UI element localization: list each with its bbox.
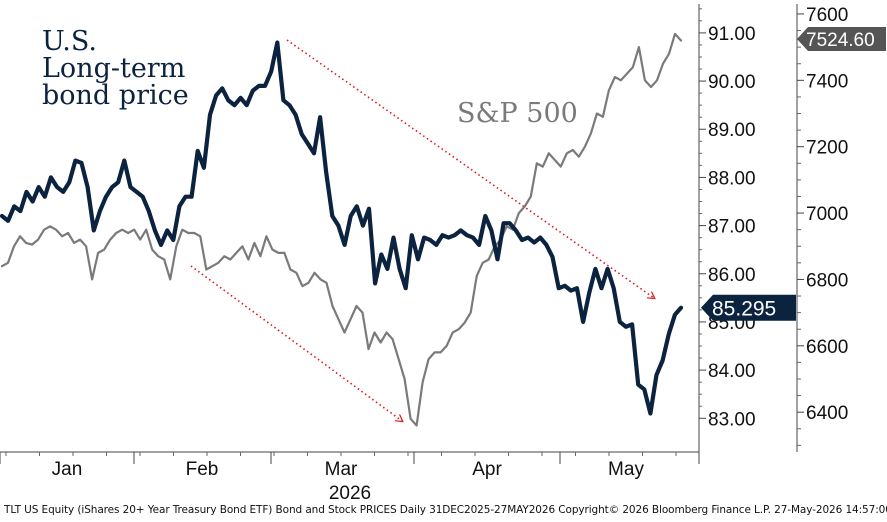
sp-axis-tick-label: 7000 [806, 204, 848, 225]
sp-axis-tick-label: 7200 [806, 138, 848, 159]
bond-axis-tick-label: 90.00 [708, 72, 756, 93]
bond-last-value: 85.295 [712, 298, 776, 321]
series-layer [0, 32, 684, 427]
x-tick-label: May [608, 459, 644, 480]
x-tick-label: Mar [325, 459, 358, 480]
x-tick-label: Apr [472, 459, 502, 480]
bond-trend-arrow [286, 39, 654, 298]
sp-axis-tick-label: 6600 [806, 337, 848, 358]
trend-arrows [190, 39, 654, 421]
bond-axis-tick-label: 88.00 [708, 168, 756, 189]
axes-layer: 83.0084.0085.0086.0087.0088.0089.0090.00… [0, 4, 848, 504]
x-tick-label: Feb [186, 459, 219, 480]
x-tick-label: Jan [52, 459, 83, 480]
bond-series-label: Long-term [42, 53, 185, 84]
bond-axis-tick-label: 87.00 [708, 217, 756, 238]
sp500-line [0, 32, 683, 427]
sp500-trend-arrow [190, 265, 402, 421]
source-footer: TLT US Equity (iShares 20+ Year Treasury… [4, 504, 887, 516]
bond-axis-tick-label: 91.00 [708, 24, 756, 45]
sp500-last-value: 7524.60 [806, 30, 875, 51]
sp-axis-tick-label: 7600 [806, 5, 848, 26]
bond-axis-tick-label: 86.00 [708, 265, 756, 286]
bond-series-label: U.S. [42, 26, 97, 57]
bond-axis-tick-label: 83.00 [708, 409, 756, 430]
bond-series-label: bond price [42, 80, 189, 111]
sp-axis-tick-label: 6800 [806, 270, 848, 291]
sp-axis-tick-label: 6400 [806, 403, 848, 424]
sp500-last-value-tag [797, 26, 886, 51]
sp500-series-label: S&P 500 [457, 98, 578, 129]
bond-last-value-tag [701, 294, 796, 321]
bond-price-line [0, 40, 684, 416]
sp-axis-tick-label: 7400 [806, 71, 848, 92]
bond-axis-tick-label: 84.00 [708, 361, 756, 382]
bond-axis-tick-label: 89.00 [708, 120, 756, 141]
x-year-label: 2026 [329, 483, 371, 504]
